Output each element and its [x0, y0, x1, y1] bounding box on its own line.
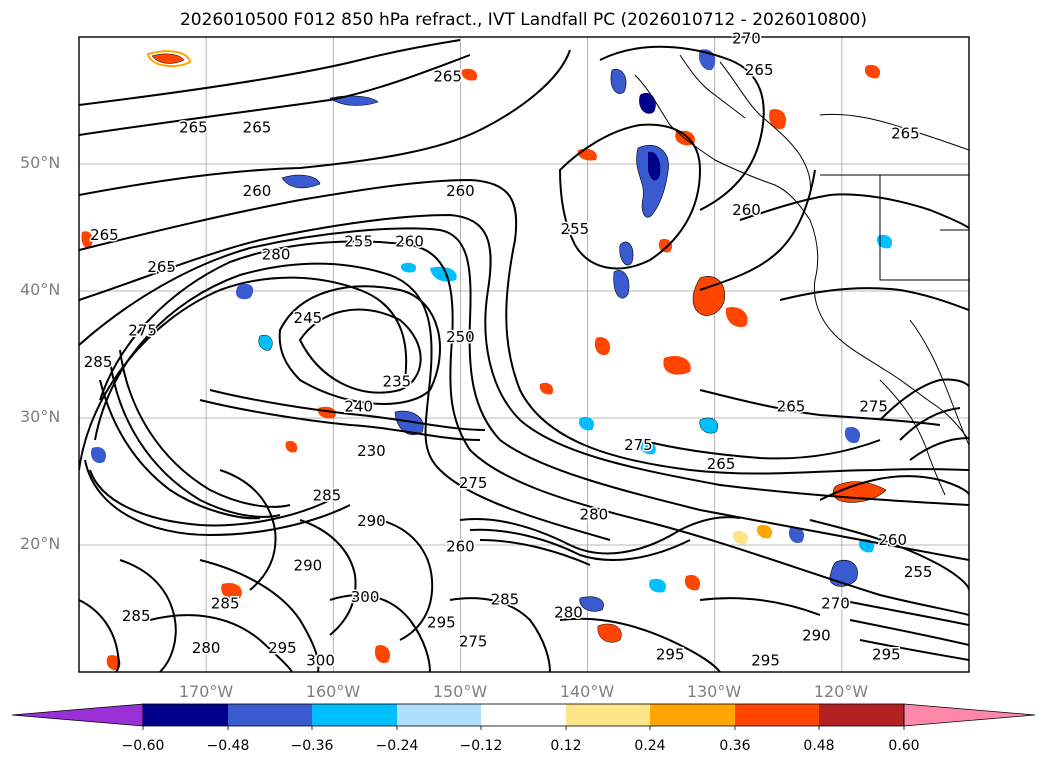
contour-label: 300	[351, 588, 380, 606]
coastlines	[634, 54, 969, 496]
contour-label: 280	[192, 639, 221, 657]
colorbar-tick: −0.36	[290, 738, 334, 754]
contour-label: 260	[732, 201, 761, 219]
contour-label: 250	[446, 328, 475, 346]
contour-label: 280	[262, 245, 291, 263]
shading-positive	[81, 50, 887, 671]
contour-label: 265	[745, 61, 774, 79]
colorbar-tick: −0.24	[375, 738, 419, 754]
lon-label-170w: 170°W	[178, 682, 234, 701]
contour-label: 255	[344, 233, 373, 251]
contour-label: 265	[433, 67, 462, 85]
lon-label-150w: 150°W	[432, 682, 488, 701]
contour-label: 295	[427, 614, 456, 632]
map-frame	[78, 36, 970, 673]
lat-label-20: 20°N	[20, 534, 61, 553]
contour-label: 260	[446, 182, 475, 200]
colorbar-segment	[143, 704, 228, 726]
lat-label-40: 40°N	[20, 280, 61, 299]
colorbar-segment	[566, 704, 650, 726]
contour-label: 295	[268, 639, 297, 657]
refractivity-shading	[81, 49, 893, 671]
colorbar-extend-low	[11, 703, 144, 727]
colorbar-tick: 0.36	[719, 738, 751, 754]
contour-label: 260	[446, 537, 475, 555]
lat-label-30: 30°N	[20, 407, 61, 426]
contour-label: 235	[383, 372, 412, 390]
contour-label: 280	[554, 603, 583, 621]
shading-negative	[90, 49, 893, 612]
lon-label-160w: 160°W	[305, 682, 361, 701]
colorbar-segment	[650, 704, 735, 726]
contour-label: 260	[243, 182, 272, 200]
contour-label: 240	[344, 398, 373, 416]
colorbar-segment	[819, 704, 904, 726]
refractivity-contours	[79, 39, 969, 672]
contour-label: 290	[802, 626, 831, 644]
contour-label: 265	[707, 455, 736, 473]
colorbar-frame	[142, 703, 905, 727]
contour-label: 275	[624, 436, 653, 454]
contour-label: 280	[580, 506, 609, 524]
colorbar-tick: −0.48	[206, 738, 250, 754]
colorbar-segment	[735, 704, 819, 726]
colorbar-segment	[481, 704, 566, 726]
contour-label: 245	[294, 309, 323, 327]
contour-label: 255	[904, 563, 933, 581]
contour-label: 275	[459, 633, 488, 651]
contour-label: 260	[395, 233, 424, 251]
colorbar-tick: −0.60	[121, 738, 165, 754]
contour-label: 275	[128, 321, 157, 339]
colorbar-segment	[397, 704, 481, 726]
contour-label: 290	[294, 556, 323, 574]
contour-labels: 270 265 265 265 265 265 260 260 260 255 255 260 265 2…	[82, 28, 934, 671]
colorbar-tick: 0.48	[803, 738, 835, 754]
contour-label: 295	[656, 645, 685, 663]
contour-label: 285	[122, 607, 151, 625]
lon-label-130w: 130°W	[686, 682, 742, 701]
lon-label-120w: 120°W	[813, 682, 869, 701]
colorbar-tick: 0.24	[634, 738, 666, 754]
colorbar-segment	[228, 704, 312, 726]
contour-label: 295	[872, 645, 901, 663]
colorbar	[11, 703, 1036, 730]
map-background	[79, 37, 969, 672]
contour-label: 290	[357, 512, 386, 530]
contour-label: 255	[561, 220, 590, 238]
contour-label: 275	[459, 474, 488, 492]
lat-label-50: 50°N	[20, 153, 61, 172]
contour-label: 265	[777, 398, 806, 416]
contour-label: 285	[84, 353, 113, 371]
contour-label: 295	[751, 652, 780, 670]
contour-label: 265	[147, 258, 176, 276]
colorbar-segment	[312, 704, 397, 726]
contour-label: 275	[859, 398, 888, 416]
map-title: 2026010500 F012 850 hPa refract., IVT La…	[179, 10, 867, 30]
contour-label: 285	[313, 487, 342, 505]
lon-label-140w: 140°W	[559, 682, 615, 701]
contour-label: 285	[211, 595, 240, 613]
contour-label: 265	[891, 125, 920, 143]
contour-label: 285	[491, 591, 520, 609]
contour-label: 270	[821, 595, 850, 613]
colorbar-extend-high	[903, 703, 1036, 727]
colorbar-tick: 0.60	[888, 738, 920, 754]
contour-label: 270	[732, 29, 761, 47]
contour-label: 260	[878, 531, 907, 549]
contour-label: 230	[357, 442, 386, 460]
contour-label: 300	[306, 652, 335, 670]
contour-label: 265	[179, 118, 208, 136]
colorbar-tick: −0.12	[459, 738, 503, 754]
contour-label: 265	[243, 118, 272, 136]
contour-label: 265	[90, 226, 119, 244]
colorbar-tick: 0.12	[550, 738, 582, 754]
